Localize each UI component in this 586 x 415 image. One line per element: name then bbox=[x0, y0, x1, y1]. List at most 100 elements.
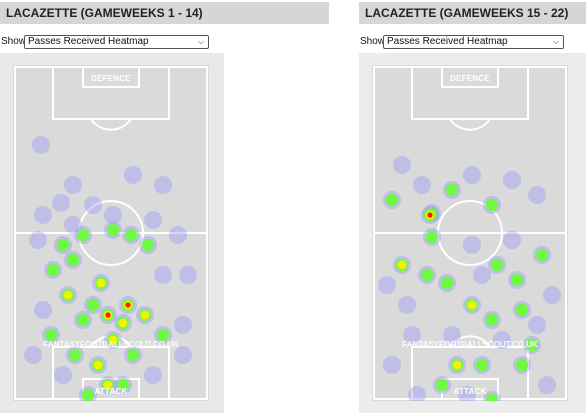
heat-blob-core bbox=[440, 276, 454, 290]
heat-blob-core bbox=[63, 290, 73, 300]
heat-blob bbox=[52, 194, 70, 212]
watermark: FANTASYFOOTBALLSCOUT.CO.UK bbox=[402, 340, 538, 349]
heat-blob-core bbox=[420, 268, 434, 282]
heat-blob-core bbox=[485, 313, 499, 327]
heat-blob bbox=[179, 266, 197, 284]
heat-blob-core bbox=[385, 193, 399, 207]
heat-blob-core bbox=[103, 380, 113, 390]
goal-box-bottom bbox=[82, 378, 140, 400]
heat-blob-core bbox=[515, 358, 529, 372]
heat-blob-core bbox=[68, 348, 82, 362]
heat-blob-core bbox=[124, 228, 138, 242]
heat-blob bbox=[403, 326, 421, 344]
chevron-down-icon: ⌵ bbox=[552, 37, 559, 46]
heat-blob bbox=[64, 216, 82, 234]
heat-blob-core bbox=[467, 300, 477, 310]
heat-blob bbox=[443, 326, 461, 344]
show-label: Show: bbox=[1, 36, 29, 47]
heat-blob-core bbox=[485, 393, 499, 401]
heat-blob-core bbox=[515, 303, 529, 317]
heat-blob bbox=[543, 286, 561, 304]
defence-label: DEFENCE bbox=[91, 74, 131, 83]
heat-blob-core bbox=[76, 228, 90, 242]
heat-blob bbox=[398, 296, 416, 314]
heat-blob-core bbox=[116, 378, 130, 392]
heat-blob bbox=[144, 211, 162, 229]
show-label: Show: bbox=[360, 36, 388, 47]
pitch-container: DEFENCE FANTASYFOOTBALLSCOUT.CO.UK ATTAC… bbox=[0, 53, 224, 413]
heat-blob-core bbox=[106, 223, 120, 237]
heat-blob-core bbox=[425, 230, 439, 244]
pitch: DEFENCE FANTASYFOOTBALLSCOUT.CO.UK ATTAC… bbox=[372, 65, 568, 401]
heat-blob bbox=[473, 266, 491, 284]
heat-blob bbox=[54, 366, 72, 384]
heat-blob-core bbox=[44, 328, 58, 342]
heat-blob-core bbox=[475, 358, 489, 372]
heat-blob-core bbox=[435, 378, 449, 392]
goal-box-top bbox=[441, 66, 499, 88]
heat-blob-core bbox=[445, 183, 459, 197]
pitch: DEFENCE FANTASYFOOTBALLSCOUT.CO.UK ATTAC… bbox=[13, 65, 209, 401]
heat-blob-core bbox=[81, 388, 95, 401]
heat-blob bbox=[463, 236, 481, 254]
penalty-arc-top bbox=[90, 118, 132, 131]
heat-blob-core bbox=[86, 298, 100, 312]
heat-blob bbox=[503, 231, 521, 249]
heat-blob-core bbox=[126, 348, 140, 362]
heat-blob bbox=[34, 206, 52, 224]
select-value: Passes Received Heatmap bbox=[28, 36, 149, 47]
heat-blob bbox=[144, 366, 162, 384]
heat-blob-core bbox=[140, 310, 150, 320]
heat-blob-core bbox=[66, 253, 80, 267]
heat-blob bbox=[413, 176, 431, 194]
pitch-lines bbox=[373, 66, 567, 400]
penalty-arc-top bbox=[449, 118, 491, 131]
heat-blob-core bbox=[156, 328, 170, 342]
centre-circle bbox=[437, 200, 503, 266]
heat-blob-core bbox=[525, 338, 539, 352]
heat-blob bbox=[104, 206, 122, 224]
heat-blob-core bbox=[485, 198, 499, 212]
panel-title: LACAZETTE (GAMEWEEKS 15 - 22) bbox=[359, 2, 586, 24]
heat-blob-core bbox=[490, 258, 504, 272]
heat-blob bbox=[528, 316, 546, 334]
heat-blob bbox=[383, 356, 401, 374]
heatmap-type-select[interactable]: Passes Received Heatmap ⌵ bbox=[24, 35, 209, 49]
heat-blob bbox=[378, 276, 396, 294]
panel-title: LACAZETTE (GAMEWEEKS 1 - 14) bbox=[0, 2, 329, 24]
heat-blob bbox=[174, 316, 192, 334]
heat-blob-core bbox=[427, 212, 433, 218]
heat-blob bbox=[458, 386, 476, 401]
chevron-down-icon: ⌵ bbox=[197, 37, 204, 46]
heat-blob bbox=[528, 186, 546, 204]
heat-blob bbox=[408, 386, 426, 401]
heat-blob bbox=[169, 226, 187, 244]
heat-blob bbox=[174, 346, 192, 364]
goal-box-top bbox=[82, 66, 140, 88]
heat-blob bbox=[124, 166, 142, 184]
heat-blob-core bbox=[76, 313, 90, 327]
heat-blob bbox=[393, 156, 411, 174]
heat-blob-core bbox=[510, 273, 524, 287]
heat-blob bbox=[32, 136, 50, 154]
heat-blob-core bbox=[93, 360, 103, 370]
heat-blob bbox=[154, 266, 172, 284]
heat-blob-core bbox=[46, 263, 60, 277]
heatmap-type-select[interactable]: Passes Received Heatmap ⌵ bbox=[383, 35, 564, 49]
heat-blob-core bbox=[125, 302, 131, 308]
heat-blob-core bbox=[108, 335, 118, 345]
heat-blob-core bbox=[118, 318, 128, 328]
heat-blob bbox=[538, 376, 556, 394]
heat-blob bbox=[29, 231, 47, 249]
heat-blobs bbox=[24, 136, 197, 401]
heat-blob-core bbox=[141, 238, 155, 252]
heat-blob bbox=[24, 346, 42, 364]
heat-blob-core bbox=[96, 278, 106, 288]
heat-blob bbox=[503, 171, 521, 189]
heatmap-svg bbox=[373, 66, 567, 401]
heat-blob bbox=[84, 196, 102, 214]
pitch-lines bbox=[14, 66, 208, 400]
attack-label: ATTACK bbox=[453, 387, 487, 396]
pitch-container: DEFENCE FANTASYFOOTBALLSCOUT.CO.UK ATTAC… bbox=[359, 53, 586, 413]
attack-label: ATTACK bbox=[94, 387, 128, 396]
